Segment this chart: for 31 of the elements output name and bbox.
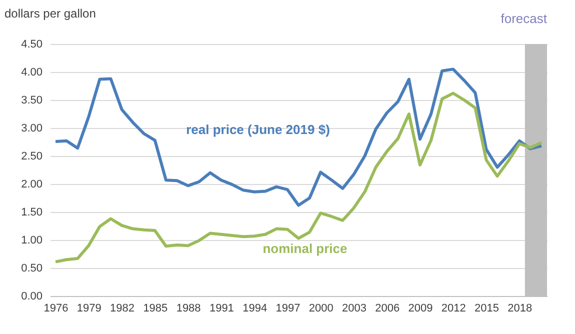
series-label: nominal price xyxy=(262,241,348,256)
y-tick-label: 2.50 xyxy=(21,150,42,162)
x-tick-label: 1976 xyxy=(44,302,68,314)
x-tick-label: 1988 xyxy=(176,302,201,314)
x-tick-label: 1985 xyxy=(143,302,168,314)
text: real price (June 2019 $) xyxy=(186,122,330,137)
x-tick-label: 2009 xyxy=(408,302,433,314)
x-tick-label: 1982 xyxy=(110,302,135,314)
x-tick-label: 2012 xyxy=(441,302,466,314)
y-tick-label: 0.00 xyxy=(21,290,42,302)
x-tick-label: 2006 xyxy=(375,302,400,314)
x-tick-label: 1994 xyxy=(242,302,268,314)
x-tick-label: 2018 xyxy=(508,302,532,314)
y-tick-label: 0.50 xyxy=(21,262,42,274)
line-series xyxy=(54,92,543,264)
y-tick-label: 4.50 xyxy=(21,38,42,50)
y-tick-label: 3.50 xyxy=(21,94,42,106)
x-tick-label: 1991 xyxy=(209,302,234,314)
y-tick-label: 4.00 xyxy=(21,66,42,78)
x-tick-label: 2003 xyxy=(342,302,366,314)
line-series xyxy=(54,68,543,207)
x-tick-label: 1997 xyxy=(276,302,300,314)
band-label: forecast xyxy=(500,11,548,26)
x-tick-label: 2000 xyxy=(308,302,334,314)
y-tick-label: 2.00 xyxy=(21,178,42,190)
y-tick-label: 1.00 xyxy=(21,234,42,246)
y-axis-title: dollars per gallon xyxy=(4,6,96,20)
x-tick-label: 1979 xyxy=(76,302,102,314)
x-tick-label: 2015 xyxy=(474,302,499,314)
y-tick-label: 1.50 xyxy=(21,206,42,218)
y-tick-label: 3.00 xyxy=(21,122,42,134)
